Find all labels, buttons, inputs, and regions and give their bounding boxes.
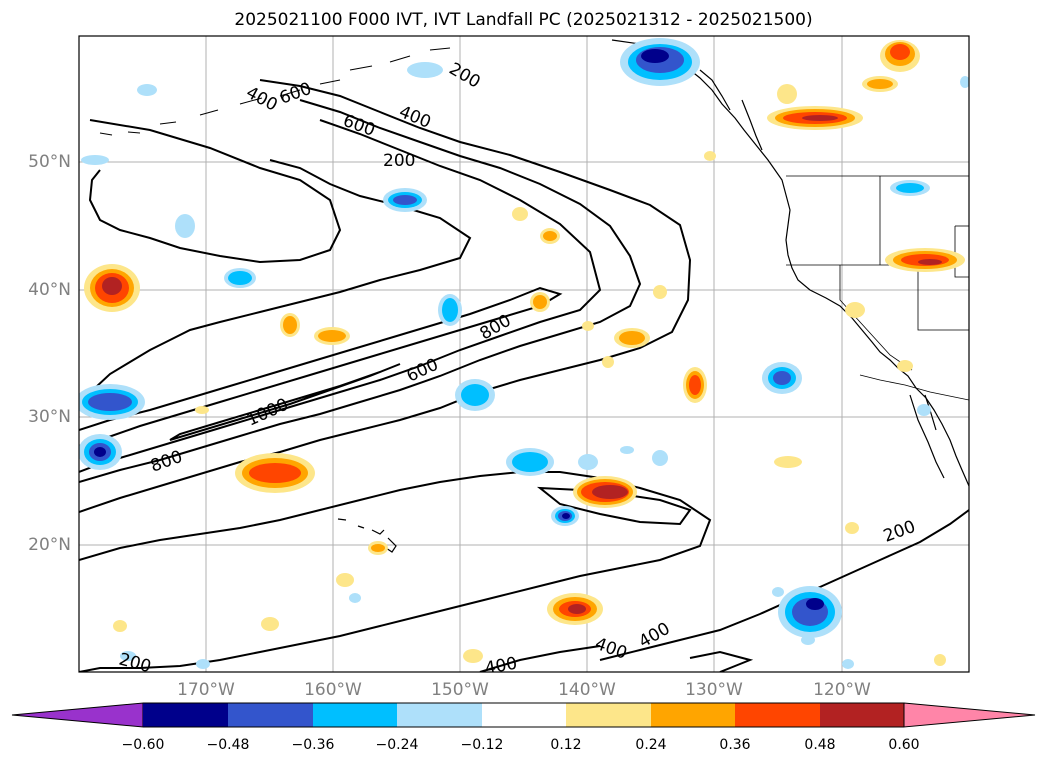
lat-label: 20°N [28,535,71,555]
lat-label: 40°N [28,280,71,300]
colorbar-tick-label: −0.24 [375,737,419,753]
colorbar-segment [903,702,1036,728]
contour-label: 400 [483,654,518,679]
colorbar-tick-label: 0.24 [635,737,667,753]
map-border [78,35,970,673]
colorbar-tick-label: 0.48 [804,737,836,753]
colorbar [11,702,1036,728]
colorbar-tick-label: −0.12 [460,737,504,753]
colorbar-segment [228,703,313,727]
colorbar-segment [313,703,397,727]
lon-label: 170°W [177,680,235,700]
lon-label: 130°W [685,680,743,700]
colorbar-tick-label: −0.60 [121,737,165,753]
contour-label: 200 [383,151,415,171]
colorbar-segment [11,702,144,728]
positive-pc-patches [84,40,965,666]
colorbar-segment [820,703,904,727]
lat-label: 30°N [28,407,71,427]
lon-label: 160°W [304,680,362,700]
lon-label: 140°W [558,680,616,700]
lon-label: 150°W [431,680,489,700]
coastline [611,39,969,487]
aleutian-islands [99,47,451,136]
colorbar-tick-label: −0.36 [291,737,335,753]
colorbar-tick-label: 0.12 [550,737,582,753]
gridlines [79,36,969,672]
colorbar-segment [735,703,820,727]
colorbar-segment [143,703,228,727]
hawaii-islands [337,518,397,553]
colorbar-segment [651,703,735,727]
colorbar-tick-label: 0.60 [888,737,920,753]
colorbar-tick-label: −0.48 [206,737,250,753]
contour-label: 200 [117,650,154,678]
map-title: 2025021100 F000 IVT, IVT Landfall PC (20… [234,10,813,30]
colorbar-tick-label: 0.36 [719,737,751,753]
negative-pc-patches [79,38,969,669]
lat-label: 50°N [28,152,71,172]
map-area [79,36,969,672]
colorbar-segment [566,703,651,727]
lon-label: 120°W [813,680,871,700]
colorbar-segment [482,703,566,727]
colorbar-segment [397,703,482,727]
